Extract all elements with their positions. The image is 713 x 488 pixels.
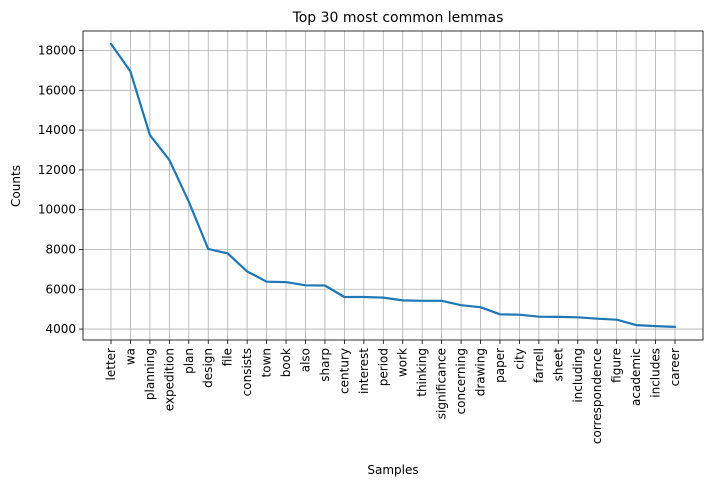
- x-tick-label: figure: [610, 348, 624, 383]
- x-tick-label: drawing: [474, 348, 488, 396]
- y-tick-label: 4000: [45, 322, 76, 336]
- y-tick-label: 8000: [45, 242, 76, 256]
- x-tick-label: wa: [123, 348, 137, 365]
- x-axis-label: Samples: [367, 463, 418, 477]
- x-tick-label: concerning: [454, 348, 468, 414]
- x-tick-label: city: [512, 348, 526, 370]
- y-tick-label: 6000: [45, 282, 76, 296]
- plot-frame: [82, 30, 704, 341]
- x-tick-label: thinking: [415, 348, 429, 397]
- x-tick-label: expedition: [162, 348, 176, 411]
- x-tick-label: letter: [104, 348, 118, 381]
- x-tick-label: century: [337, 348, 351, 394]
- x-tick-label: design: [201, 348, 215, 388]
- y-tick-label: 18000: [38, 43, 76, 57]
- y-axis: 4000 6000 8000 10000 12000 14000 16000 18000: [38, 43, 83, 336]
- series-line: [109, 42, 677, 328]
- x-tick-label: consists: [240, 348, 254, 396]
- x-tick-label: including: [571, 348, 585, 403]
- x-axis: letter wa planning expedition plan design file…: [104, 340, 682, 444]
- x-tick-label: sharp: [318, 348, 332, 382]
- x-tick-label: academic: [629, 348, 643, 406]
- y-tick-label: 12000: [38, 163, 76, 177]
- x-tick-label: file: [221, 348, 235, 366]
- x-tick-label: significance: [435, 348, 449, 419]
- y-axis-label: Counts: [9, 165, 23, 207]
- x-tick-label: work: [396, 348, 410, 377]
- x-tick-label: farrell: [532, 348, 546, 383]
- x-tick-label: also: [298, 348, 312, 372]
- x-tick-label: sheet: [551, 348, 565, 382]
- x-tick-label: book: [279, 348, 293, 377]
- x-tick-label: paper: [493, 348, 507, 383]
- x-tick-label: interest: [357, 348, 371, 394]
- grid-lines: [83, 31, 703, 340]
- x-tick-label: includes: [649, 348, 663, 398]
- x-tick-label: planning: [143, 348, 157, 400]
- y-tick-label: 16000: [38, 83, 76, 97]
- x-tick-label: career: [668, 348, 682, 386]
- series: [109, 42, 677, 328]
- y-tick-label: 10000: [38, 203, 76, 217]
- x-tick-label: plan: [182, 348, 196, 374]
- x-tick-label: correspondence: [590, 348, 604, 444]
- y-tick-label: 14000: [38, 123, 76, 137]
- x-tick-label: town: [260, 348, 274, 377]
- x-tick-label: period: [376, 348, 390, 386]
- chart-title: Top 30 most common lemmas: [292, 10, 504, 26]
